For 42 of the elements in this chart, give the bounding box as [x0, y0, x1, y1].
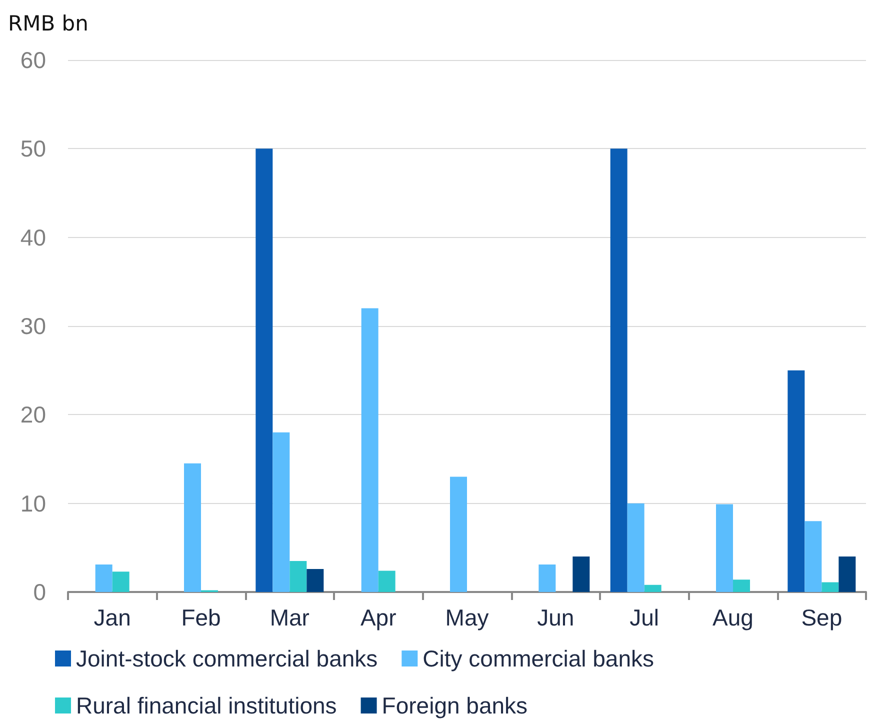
- bar: [450, 476, 467, 592]
- bar: [306, 568, 324, 592]
- x-tick-label: Jun: [537, 604, 574, 630]
- y-tick-label: 30: [20, 313, 46, 339]
- x-tick-label: Aug: [712, 604, 754, 630]
- bar: [733, 580, 750, 592]
- bar: [95, 564, 112, 592]
- x-tick-label: Jul: [630, 604, 660, 630]
- x-tick-label: Mar: [270, 604, 310, 630]
- bar: [644, 584, 662, 592]
- bar: [184, 463, 201, 592]
- bar: [627, 503, 644, 592]
- bar: [538, 564, 556, 592]
- legend-label: City commercial banks: [422, 646, 654, 672]
- y-tick-label: 60: [20, 47, 46, 73]
- bar: [361, 308, 378, 592]
- legend-label: Rural financial institutions: [76, 692, 337, 718]
- bar: [610, 148, 628, 592]
- bar: [572, 556, 590, 592]
- y-axis-title: RMB bn: [8, 12, 88, 36]
- x-tick-label: May: [445, 604, 490, 630]
- y-tick-label: 40: [20, 224, 46, 250]
- bar: [112, 572, 130, 592]
- x-tick-label: Sep: [801, 604, 842, 630]
- x-tick-label: Apr: [360, 604, 397, 630]
- y-tick-label: 10: [20, 490, 46, 516]
- legend-label: Joint-stock commercial banks: [76, 646, 378, 672]
- bar: [822, 582, 839, 592]
- bar: [788, 370, 805, 592]
- legend-label: Foreign banks: [382, 692, 528, 718]
- bar: [716, 504, 733, 592]
- y-tick-label: 20: [20, 402, 46, 428]
- bar: [804, 521, 822, 592]
- bar: [378, 570, 396, 592]
- y-tick-label: 0: [33, 579, 46, 605]
- bar: [290, 560, 307, 592]
- y-tick-label: 50: [20, 136, 46, 162]
- bar: [272, 432, 290, 592]
- x-tick-label: Feb: [181, 604, 221, 630]
- bar: [838, 556, 856, 592]
- x-tick-label: Jan: [94, 604, 131, 630]
- bar: [256, 148, 273, 592]
